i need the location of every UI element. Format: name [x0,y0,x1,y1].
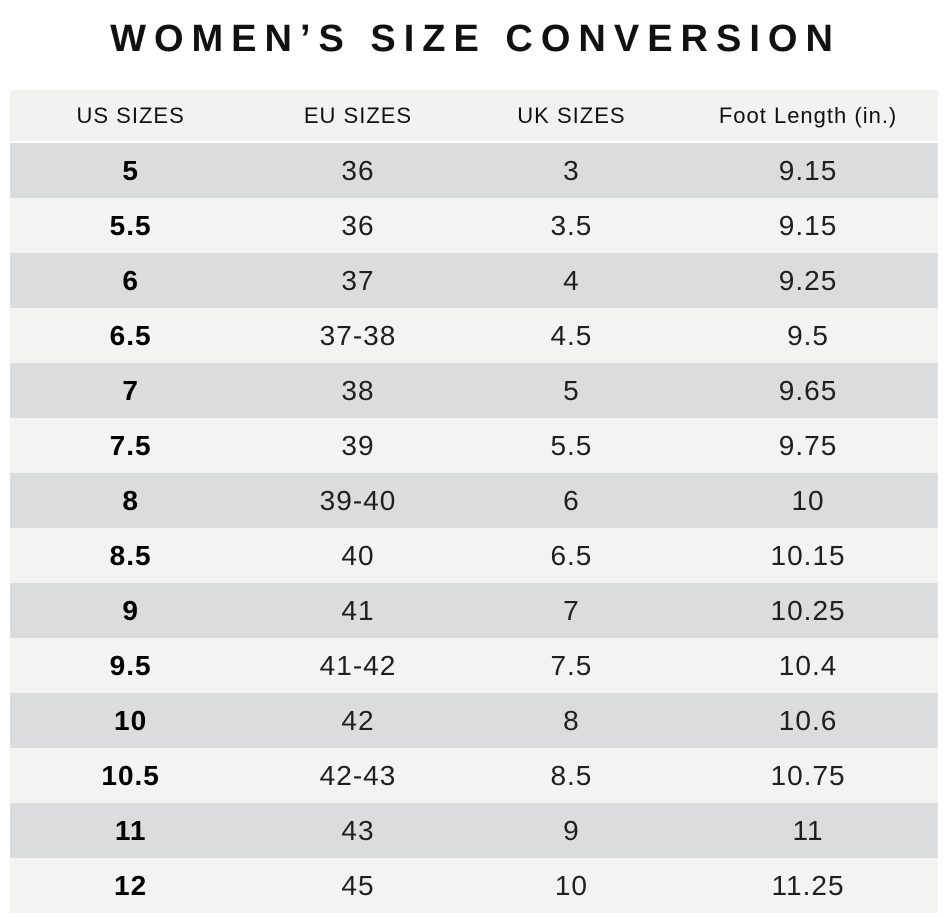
column-header-uk-sizes: UK SIZES [517,102,626,128]
table-row: 10 42 8 10.6 [10,693,938,748]
table-row: 6.5 37-38 4.5 9.5 [10,308,938,363]
table-cell: 11 [114,814,147,846]
page-title: WOMEN’S SIZE CONVERSION [110,18,841,60]
table-cell: 9.15 [778,209,838,241]
table-cell: 8.5 [109,539,152,571]
table-cell: 43 [341,814,375,846]
table-cell: 10 [791,484,825,516]
table-cell: 9 [563,814,580,846]
table-cell: 6 [563,484,580,516]
table-header-row: US SIZES EU SIZES UK SIZES Foot Length (… [10,90,938,143]
table-cell: 39 [341,429,375,461]
table-row: 5 36 3 9.15 [10,143,938,198]
table-cell: 6.5 [109,319,152,351]
table-cell: 6.5 [550,539,593,571]
table-row: 9.5 41-42 7.5 10.4 [10,638,938,693]
table-cell: 5 [563,374,580,406]
table-row: 12 45 10 11.25 [10,858,938,913]
table-cell: 9.5 [109,649,152,681]
table-cell: 8 [563,704,580,736]
table-cell: 9.65 [778,374,838,406]
table-cell: 10.25 [770,594,846,626]
table-row: 7.5 39 5.5 9.75 [10,418,938,473]
table-cell: 12 [114,869,148,901]
table-cell: 9.5 [787,319,830,351]
table-cell: 9.75 [778,429,838,461]
table-cell: 7 [122,374,139,406]
table-row: 5.5 36 3.5 9.15 [10,198,938,253]
table-cell: 9.25 [778,264,838,296]
table-cell: 4.5 [550,319,593,351]
table-row: 6 37 4 9.25 [10,253,938,308]
table-cell: 10.4 [778,649,838,681]
table-cell: 41-42 [319,649,397,681]
table-cell: 3.5 [550,209,593,241]
table-cell: 45 [341,869,375,901]
table-cell: 5 [122,154,139,186]
table-cell: 11.25 [771,869,845,901]
table-cell: 8 [122,484,139,516]
table-cell: 39-40 [319,484,397,516]
table-cell: 10 [554,869,588,901]
column-header-us-sizes: US SIZES [76,102,185,128]
table-row: 11 43 9 11 [10,803,938,858]
table-cell: 10.75 [770,759,846,791]
table-cell: 41 [341,594,375,626]
table-cell: 42-43 [319,759,397,791]
table-cell: 9.15 [778,154,838,186]
table-cell: 10 [114,704,148,736]
table-body: 5 36 3 9.15 5.5 36 3.5 9.15 6 37 4 9.25 6.5 37-38 4.5 9… [10,143,938,913]
table-cell: 7 [563,594,580,626]
table-cell: 36 [341,154,375,186]
table-row: 9 41 7 10.25 [10,583,938,638]
table-cell: 9 [122,594,139,626]
table-cell: 37 [341,264,375,296]
table-cell: 10.5 [101,759,160,791]
table-cell: 6 [122,264,139,296]
column-header-eu-sizes: EU SIZES [303,102,413,128]
table-cell: 40 [341,539,375,571]
table-cell: 3 [563,154,580,186]
column-header-foot-length: Foot Length (in.) [718,102,898,128]
table-cell: 38 [341,374,375,406]
size-conversion-table: US SIZES EU SIZES UK SIZES Foot Length (… [10,90,938,913]
table-cell: 8.5 [550,759,593,791]
table-cell: 37-38 [319,319,397,351]
table-cell: 5.5 [109,209,152,241]
table-cell: 42 [341,704,375,736]
table-cell: 10.15 [770,539,846,571]
table-row: 7 38 5 9.65 [10,363,938,418]
table-row: 10.5 42-43 8.5 10.75 [10,748,938,803]
table-row: 8.5 40 6.5 10.15 [10,528,938,583]
table-cell: 4 [563,264,580,296]
table-cell: 36 [341,209,375,241]
table-cell: 5.5 [550,429,593,461]
table-row: 8 39-40 6 10 [10,473,938,528]
table-cell: 7.5 [109,429,152,461]
table-cell: 11 [792,814,824,846]
table-cell: 7.5 [550,649,593,681]
table-cell: 10.6 [778,704,838,736]
